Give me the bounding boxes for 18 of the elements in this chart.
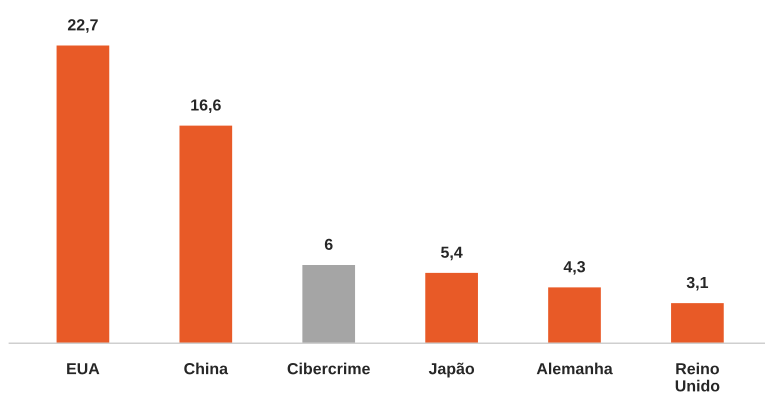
data-label: 4,3 <box>564 261 586 275</box>
data-label: 16,6 <box>191 99 221 113</box>
bar <box>546 286 602 344</box>
data-label: 22,7 <box>68 19 98 33</box>
data-label: 5,4 <box>441 246 463 260</box>
data-label: 6 <box>324 238 333 250</box>
data-label: 3,1 <box>686 276 708 290</box>
bar <box>670 302 726 344</box>
bar <box>424 271 480 344</box>
bar <box>178 124 234 344</box>
x-tick-label: EUA <box>67 363 100 374</box>
x-tick-label: China <box>184 362 228 374</box>
x-tick-label: Reino Unido <box>676 362 720 392</box>
bar <box>300 264 356 344</box>
x-tick-label: Alemanha <box>536 362 613 374</box>
x-tick-label: Japão <box>428 362 474 378</box>
x-tick-label: Cibercrime <box>288 362 370 374</box>
bar <box>55 44 111 344</box>
